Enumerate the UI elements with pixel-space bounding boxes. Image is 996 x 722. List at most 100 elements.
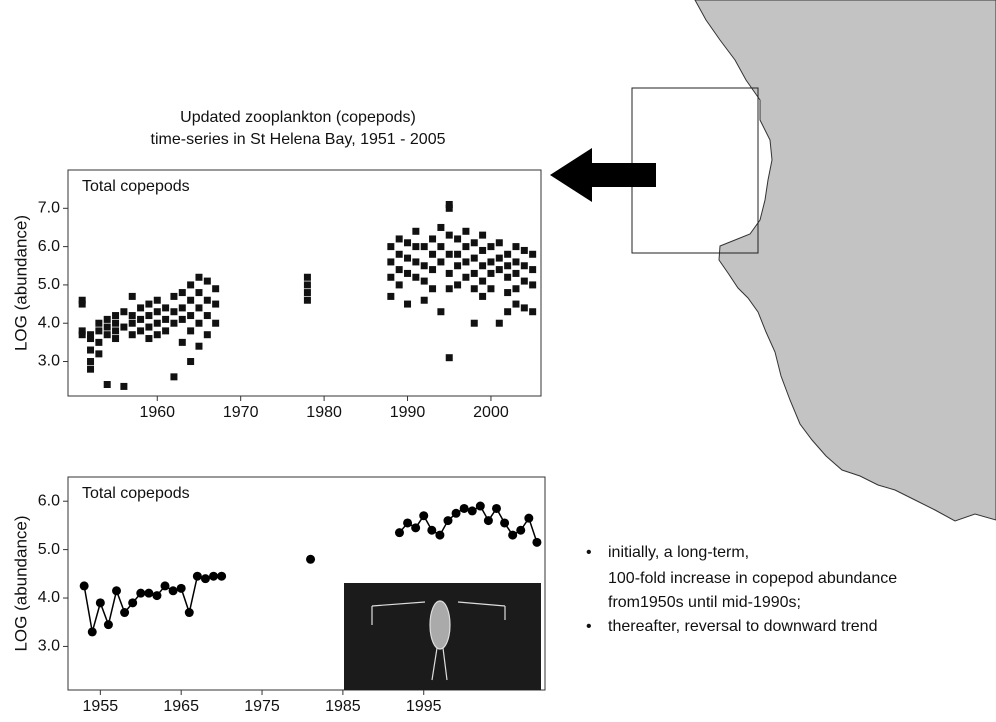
data-point [429,266,437,274]
data-point [395,281,403,289]
arrow [550,148,656,202]
data-point [145,300,153,308]
data-point [78,296,86,304]
data-point [516,525,526,535]
bullet: • [586,618,592,635]
data-point [470,285,478,293]
data-point [153,319,161,327]
data-point [145,335,153,343]
data-point [479,292,487,300]
data-point [178,338,186,346]
heading: Updated zooplankton (copepods) [180,109,416,126]
copepod-drawing [371,600,506,681]
note: from1950s until mid-1990s; [608,594,801,611]
note: initially, a long-term, [608,544,749,561]
data-point [178,315,186,323]
data-point [187,296,195,304]
data-point [495,266,503,274]
data-point [87,627,97,637]
data-point [395,250,403,258]
data-point [520,246,528,254]
data-point [467,506,477,516]
x-tick-label: 1965 [163,698,199,715]
y-tick-label: 4.0 [38,589,60,606]
data-point [462,258,470,266]
heading: time-series in St Helena Bay, 1951 - 200… [151,131,446,148]
data-point [437,308,445,316]
data-point [512,285,520,293]
data-point [420,296,428,304]
data-point [209,571,219,581]
data-point [445,204,453,212]
data-point [79,581,89,591]
data-point [524,513,534,523]
data-point [200,574,210,584]
data-point [470,254,478,262]
data-point [192,571,202,581]
data-point [462,273,470,281]
data-point [112,586,122,596]
data-point [195,289,203,297]
data-point [137,315,145,323]
data-point [103,315,111,323]
data-point [387,243,395,251]
data-point [195,342,203,350]
data-point [445,354,453,362]
y-tick-label: 5.0 [38,541,60,558]
data-point [487,269,495,277]
data-point [495,254,503,262]
map-land [694,0,996,522]
data-point [394,528,404,538]
data-point [495,239,503,247]
data-point [445,269,453,277]
data-point [145,312,153,320]
data-point [427,525,437,535]
data-point [195,304,203,312]
data-point [470,269,478,277]
data-point [403,518,413,528]
data-point [387,292,395,300]
data-point [203,312,211,320]
data-point [128,331,136,339]
data-point [404,239,412,247]
data-point [176,583,186,593]
y-tick-label: 3.0 [38,353,60,370]
y-tick-label: 3.0 [38,638,60,655]
x-tick-label: 1995 [406,698,442,715]
x-tick-label: 1970 [223,404,259,421]
data-point [504,308,512,316]
data-point [112,312,120,320]
data-point [170,308,178,316]
data-point [387,273,395,281]
data-point [487,243,495,251]
x-tick-label: 1990 [390,404,426,421]
x-tick-label: 1975 [244,698,280,715]
data-point [504,262,512,270]
data-point [187,358,195,366]
data-point [95,327,103,335]
data-point [120,323,128,331]
data-point [195,273,203,281]
data-point [195,319,203,327]
data-point [137,304,145,312]
data-point [532,537,542,547]
data-point [162,315,170,323]
data-point [120,308,128,316]
data-point [470,319,478,327]
panel-label: Total copepods [82,485,190,502]
y-tick-label: 7.0 [38,200,60,217]
data-point [187,327,195,335]
data-point [504,273,512,281]
data-point [445,200,453,208]
data-point [95,319,103,327]
data-point [87,335,95,343]
data-point [217,571,227,581]
data-point [443,516,453,526]
data-point [529,266,537,274]
x-tick-label: 1960 [139,404,175,421]
data-point [412,258,420,266]
data-point [504,250,512,258]
y-tick-label: 4.0 [38,314,60,331]
